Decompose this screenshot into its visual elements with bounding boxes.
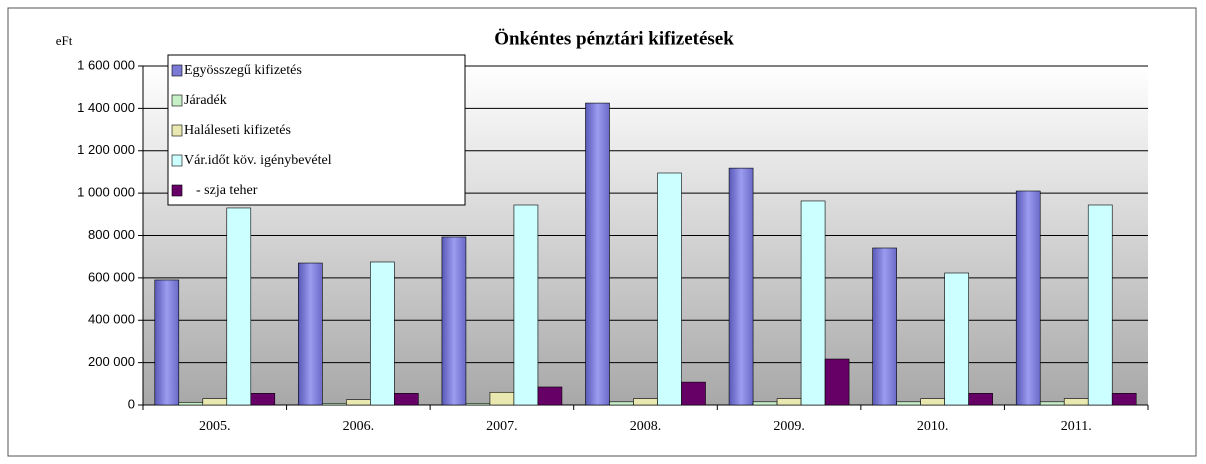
chart-title: Önkéntes pénztári kifizetések (494, 28, 734, 49)
y-tick-label: 600 000 (88, 269, 135, 284)
bar (657, 172, 682, 406)
bar (202, 398, 228, 406)
bar (968, 393, 993, 406)
bar (896, 401, 921, 406)
bar (1087, 204, 1113, 406)
y-tick-label: 1 000 000 (77, 185, 135, 200)
legend-label: Vár.időt köv. igénybevétel (184, 153, 332, 168)
x-tick-label: 2008. (630, 419, 662, 434)
bar (776, 398, 802, 406)
bar (872, 247, 897, 406)
bar (1063, 398, 1089, 406)
bar (585, 102, 610, 406)
bar (178, 402, 204, 406)
x-tick-label: 2011. (1061, 419, 1092, 434)
bar (609, 401, 634, 406)
bar (322, 403, 347, 406)
y-tick-label: 800 000 (88, 227, 135, 242)
bar (537, 386, 563, 406)
legend-label: Haláleseti kifizetés (184, 123, 291, 138)
bar (154, 279, 180, 406)
legend-swatch (171, 154, 183, 167)
x-tick-label: 2005. (199, 419, 231, 434)
legend-label: Egyösszegű kifizetés (184, 63, 302, 78)
bar (633, 398, 658, 406)
legend-swatch (171, 94, 183, 107)
bar (752, 401, 778, 406)
legend-label: Járadék (184, 93, 227, 108)
bar (465, 403, 491, 406)
bar (824, 358, 850, 406)
bar (800, 200, 826, 406)
bar (394, 393, 419, 406)
legend-swatch (171, 64, 183, 77)
y-tick-label: 0 (128, 396, 135, 411)
legend-swatch (171, 184, 183, 197)
y-axis-label: eFt (56, 33, 73, 48)
bar (226, 207, 252, 406)
bar (346, 399, 371, 406)
bar (1039, 401, 1065, 406)
bar (920, 398, 945, 406)
bar (441, 236, 467, 406)
x-tick-label: 2009. (773, 419, 805, 434)
bar (489, 391, 515, 406)
x-tick-label: 2006. (343, 419, 375, 434)
legend-box (167, 54, 466, 206)
bar (513, 204, 539, 406)
y-tick-label: 1 400 000 (77, 100, 135, 115)
y-tick-label: 1 600 000 (77, 57, 135, 72)
bar (250, 393, 276, 406)
bar (728, 167, 754, 406)
bar (298, 262, 323, 406)
y-tick-label: 400 000 (88, 312, 135, 327)
bar (1015, 190, 1041, 406)
x-tick-label: 2010. (917, 419, 949, 434)
bar (1111, 393, 1137, 406)
bar (681, 381, 706, 406)
bar (370, 261, 395, 406)
legend-label: - szja teher (196, 183, 258, 198)
y-tick-label: 200 000 (88, 354, 135, 369)
bar (944, 272, 969, 406)
y-tick-label: 1 200 000 (77, 142, 135, 157)
legend-swatch (171, 124, 183, 137)
x-tick-label: 2007. (486, 419, 518, 434)
